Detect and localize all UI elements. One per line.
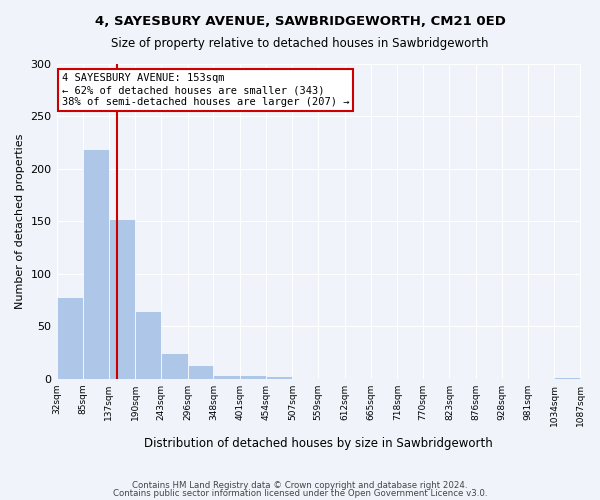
Text: Contains public sector information licensed under the Open Government Licence v3: Contains public sector information licen…: [113, 488, 487, 498]
Text: 4, SAYESBURY AVENUE, SAWBRIDGEWORTH, CM21 0ED: 4, SAYESBURY AVENUE, SAWBRIDGEWORTH, CM2…: [95, 15, 505, 28]
Bar: [109, 220, 135, 379]
Bar: [344, 378, 371, 379]
Y-axis label: Number of detached properties: Number of detached properties: [15, 134, 25, 309]
Bar: [135, 310, 161, 379]
Text: 4 SAYESBURY AVENUE: 153sqm
← 62% of detached houses are smaller (343)
38% of sem: 4 SAYESBURY AVENUE: 153sqm ← 62% of deta…: [62, 74, 349, 106]
Bar: [266, 376, 292, 379]
Bar: [83, 149, 109, 379]
Bar: [188, 366, 214, 379]
Bar: [214, 374, 240, 379]
Bar: [554, 377, 580, 379]
X-axis label: Distribution of detached houses by size in Sawbridgeworth: Distribution of detached houses by size …: [144, 437, 493, 450]
Text: Size of property relative to detached houses in Sawbridgeworth: Size of property relative to detached ho…: [111, 38, 489, 51]
Bar: [240, 374, 266, 379]
Text: Contains HM Land Registry data © Crown copyright and database right 2024.: Contains HM Land Registry data © Crown c…: [132, 481, 468, 490]
Bar: [56, 297, 83, 379]
Bar: [161, 352, 188, 379]
